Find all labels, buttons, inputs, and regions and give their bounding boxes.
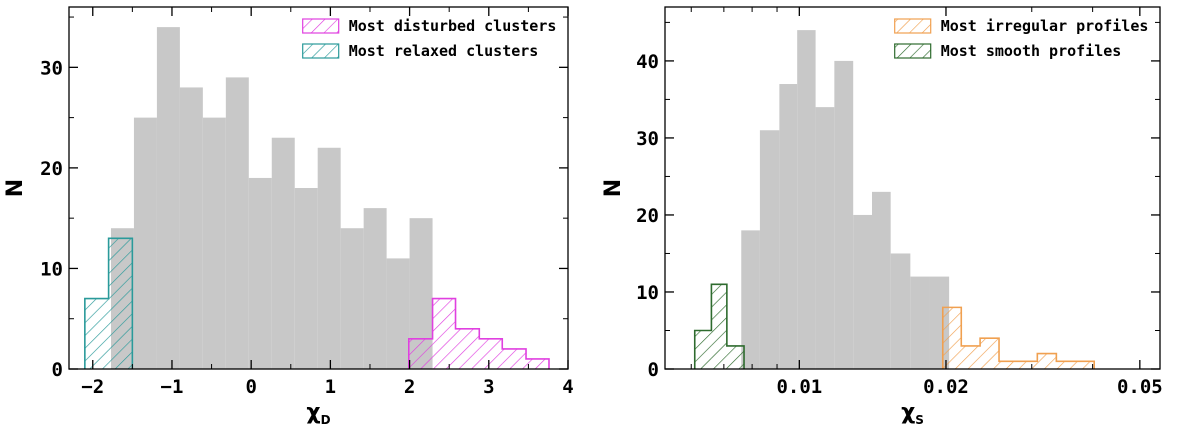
chart-panel-chi-d: −2 −1 0 1 2 3 4 0 10 20 30 χD N Most disturbed cluste…	[3, 6, 574, 427]
histogram-bar	[910, 276, 930, 369]
y-tick-label: 20	[40, 158, 63, 180]
y-tick-label: 0	[52, 359, 63, 381]
x-axis-label: χD	[306, 400, 330, 427]
legend-label: Most disturbed clusters	[349, 17, 557, 35]
series-most-relaxed-clusters	[84, 237, 134, 369]
legend-label: Most relaxed clusters	[349, 42, 539, 60]
axes-frame	[68, 6, 569, 370]
series-most-disturbed-clusters	[407, 297, 550, 369]
legend-swatch	[302, 18, 340, 34]
histogram-bar	[340, 228, 364, 369]
hatched-bar	[84, 298, 109, 369]
histogram-bar	[271, 137, 295, 369]
x-tick-label: 2	[404, 376, 415, 398]
hatched-bar	[980, 338, 1000, 369]
hatched-bar	[1074, 361, 1095, 369]
y-tick-label: 0	[648, 359, 659, 381]
hatched-bar	[479, 338, 503, 369]
histogram-bar	[834, 60, 854, 370]
histogram-bar	[853, 214, 873, 369]
hatched-bar	[942, 307, 962, 369]
hatched-bar	[711, 284, 727, 369]
chart-panel-chi-s: 0.01 0.02 0.05 0 10 20 30 40 χS N Most irregular p…	[601, 6, 1163, 427]
histogram-bar	[225, 77, 249, 369]
x-tick-label: 0.02	[923, 376, 969, 398]
step-outline	[407, 297, 550, 369]
histogram-bar	[759, 130, 780, 369]
histogram-bar	[363, 208, 387, 369]
x-tick-label: 0.05	[1117, 376, 1163, 398]
hatched-bar	[726, 345, 745, 369]
y-tick-label: 10	[40, 258, 63, 280]
histogram-bar	[741, 230, 760, 369]
legend-swatch	[894, 18, 932, 34]
hatched-bar	[999, 361, 1018, 369]
hatched-bar	[961, 345, 981, 369]
histogram-bar	[202, 117, 226, 369]
x-tick-label: 1	[325, 376, 336, 398]
axes-frame	[664, 6, 1161, 370]
step-outline	[941, 306, 1095, 369]
legend-swatch	[302, 43, 340, 59]
x-tick-label: 0	[245, 376, 256, 398]
hatched-bar	[694, 330, 712, 369]
hatched-bar	[108, 238, 133, 369]
histogram-bar	[133, 117, 157, 369]
legend-label: Most smooth profiles	[941, 42, 1122, 60]
legend: Most irregular profiles Most smooth profi…	[894, 17, 1149, 60]
histogram-bar	[779, 84, 798, 370]
hatched-bar	[455, 328, 480, 369]
series-most-smooth-profiles	[693, 283, 745, 369]
histogram-bar	[156, 27, 180, 369]
y-tick-label: 30	[636, 128, 659, 150]
series-all-objects	[110, 27, 433, 369]
hatched-bar	[432, 298, 456, 369]
histogram-bar	[409, 218, 433, 369]
legend-label: Most irregular profiles	[941, 17, 1149, 35]
histogram-bar	[179, 87, 203, 369]
y-tick-label: 40	[636, 51, 659, 73]
x-tick-label: 3	[483, 376, 494, 398]
histogram-bar	[797, 30, 816, 369]
hatched-bar	[502, 348, 527, 369]
histogram-bar	[294, 188, 318, 369]
hatched-bar	[408, 338, 433, 369]
hatched-bar	[1037, 353, 1057, 369]
histogram-bar	[248, 177, 272, 369]
hatched-bar	[1056, 361, 1075, 369]
x-axis-label: χS	[901, 400, 924, 427]
legend: Most disturbed clusters Most relaxed clus…	[302, 17, 557, 60]
hatched-bar	[1017, 361, 1038, 369]
y-tick-label: 20	[636, 205, 659, 227]
x-tick-label: −2	[81, 376, 104, 398]
step-outline	[693, 283, 745, 369]
histogram-bar	[872, 191, 891, 369]
histogram-bar	[317, 147, 341, 369]
series-most-irregular-profiles	[941, 306, 1095, 369]
histogram-bar	[890, 253, 911, 369]
hatched-bar	[526, 358, 549, 369]
series-all-objects	[741, 30, 950, 370]
y-tick-label: 30	[40, 57, 63, 79]
x-tick-label: 0.01	[776, 376, 822, 398]
histogram-bar	[815, 107, 835, 370]
legend-swatch	[894, 43, 932, 59]
x-tick-label: −1	[161, 376, 184, 398]
histogram-bar	[386, 258, 410, 369]
x-tick-label: 4	[562, 376, 573, 398]
y-axis-label: N	[3, 179, 28, 197]
y-tick-label: 10	[636, 282, 659, 304]
step-outline	[84, 237, 134, 369]
y-axis-label: N	[601, 179, 626, 197]
